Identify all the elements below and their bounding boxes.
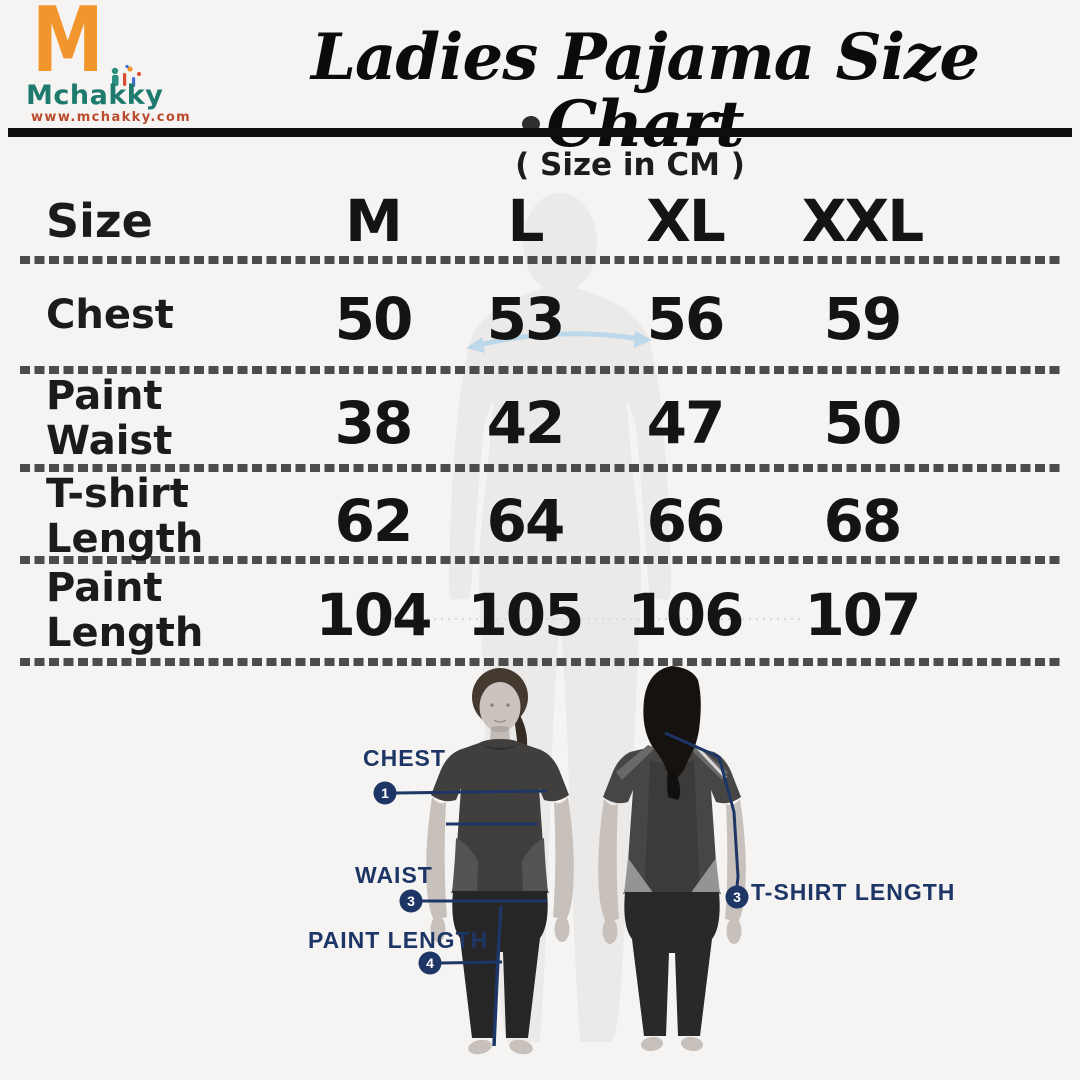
cell-value: 106 [627, 581, 744, 649]
tshirt-marker-badge [725, 885, 749, 909]
header-divider [8, 128, 1072, 137]
chest-measure-line [395, 789, 548, 795]
paint-marker-badge [418, 951, 442, 975]
cell-value: 68 [823, 486, 903, 555]
logo-monogram: M [32, 0, 104, 93]
row-label: Paint Length [46, 565, 204, 656]
table-row-chest: Chest 50 53 56 59 [0, 264, 1080, 366]
row-label: Chest [46, 291, 174, 338]
dashed-divider [20, 556, 1060, 564]
cell-value: 42 [486, 389, 566, 457]
cell-value: 105 [467, 581, 584, 649]
tshirt-length-label: T-SHIRT LENGTH [751, 879, 956, 905]
brand-url: www.mchakky.com [31, 110, 192, 125]
cell-value: 38 [334, 389, 414, 457]
table-row-paint-length: Paint Length 104 105 106 107 [0, 564, 1080, 658]
table-row-paint-waist: Paint Waist 38 42 47 50 [0, 374, 1080, 464]
table-row-tshirt-length: T-shirt Length 62 64 66 68 [0, 472, 1080, 561]
measurement-markers: 1 3 4 3 [373, 781, 749, 975]
waist-marker-badge [399, 889, 423, 913]
paint-marker-number: 4 [426, 955, 434, 971]
cell-value: 62 [334, 486, 414, 555]
front-model-figure [426, 668, 574, 1055]
chest-label: CHEST [363, 745, 446, 771]
paint-length-label: PAINT LENGTH [308, 927, 489, 953]
cell-value: 47 [646, 389, 726, 457]
size-table: Size M L XL XXL Chest 50 53 56 59 Paint … [0, 186, 1080, 666]
page-title: Ladies Pajama Size Chart [310, 20, 980, 163]
row-label: T-shirt Length [46, 471, 204, 562]
chest-marker-badge [373, 781, 397, 805]
dashed-divider [20, 658, 1060, 666]
cell-value: 107 [804, 581, 921, 649]
dashed-divider [20, 256, 1060, 264]
tshirt-marker-number: 3 [733, 889, 741, 905]
waist-marker-number: 3 [407, 893, 415, 909]
tshirt-measure-line [664, 731, 740, 887]
dashed-divider [20, 366, 1060, 374]
cell-value: 66 [646, 486, 726, 555]
brand-name: Mchakky [26, 80, 164, 111]
row-label: Paint Waist [46, 373, 173, 464]
col-header-xl: XL [646, 187, 726, 255]
cell-value: 64 [486, 486, 566, 555]
table-header-row: Size M L XL XXL [0, 186, 1080, 256]
col-header-m: M [345, 187, 403, 255]
chest-arrow-icon [466, 331, 652, 353]
col-header-xxl: XXL [801, 187, 924, 255]
cell-value: 59 [823, 285, 903, 353]
unit-note: ( Size in CM ) [515, 147, 745, 183]
confetti-icon [111, 64, 141, 87]
chest-marker-number: 1 [381, 785, 389, 801]
inseam-measure-line [492, 905, 503, 1047]
cell-value: 50 [334, 285, 414, 353]
measurement-annotations [395, 731, 740, 1047]
back-model-figure [598, 666, 746, 1052]
col-header-l: L [507, 187, 545, 255]
measurement-diagram: 1 3 4 3 [373, 666, 749, 1055]
cell-value: 53 [486, 285, 566, 353]
cell-value: 56 [646, 285, 726, 353]
dashed-divider [20, 464, 1060, 472]
corner-label: Size [46, 194, 153, 249]
cell-value: 104 [315, 581, 432, 649]
waist-label: WAIST [355, 862, 433, 888]
cell-value: 50 [823, 389, 903, 457]
paint-measure-line [440, 960, 503, 965]
